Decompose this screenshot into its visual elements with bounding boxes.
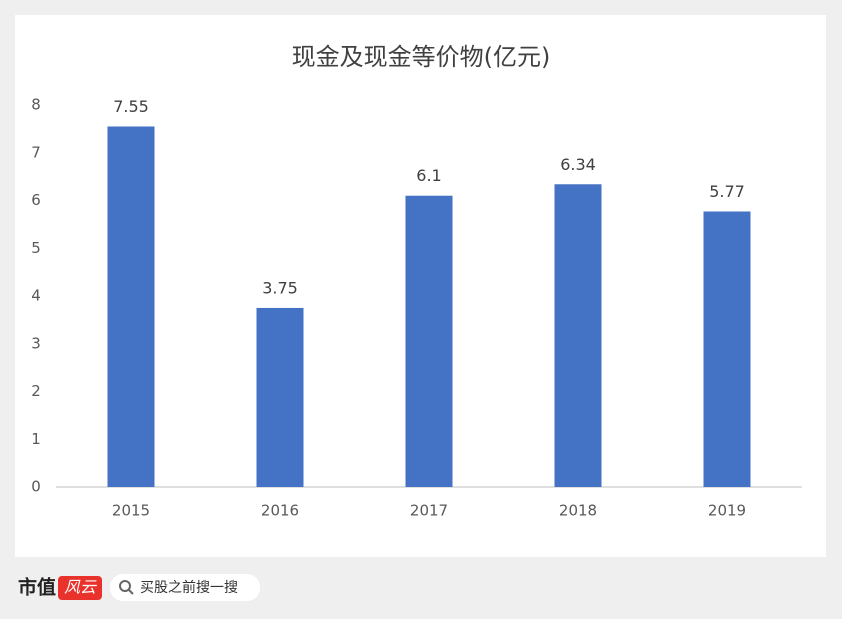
y-tick-label: 1 — [31, 430, 41, 448]
x-tick-label: 2019 — [708, 502, 746, 520]
bar — [554, 184, 602, 487]
y-tick-label: 5 — [31, 239, 41, 257]
search-text: 买股之前搜一搜 — [140, 579, 238, 596]
data-label: 3.75 — [262, 278, 298, 297]
bar — [256, 307, 304, 487]
footer-badge: 风云 — [64, 578, 98, 597]
y-tick-label: 2 — [31, 382, 41, 400]
x-tick-label: 2018 — [559, 502, 597, 520]
chart-title: 现金及现金等价物(亿元) — [292, 43, 551, 71]
x-tick-label: 2015 — [112, 502, 150, 520]
y-tick-label: 0 — [31, 478, 41, 496]
footer-badge-bg — [58, 576, 102, 600]
search-box[interactable] — [110, 574, 260, 601]
data-label: 6.34 — [560, 155, 596, 174]
y-tick-label: 3 — [31, 334, 41, 352]
y-tick-label: 8 — [31, 96, 41, 114]
footer-logo: 市值 — [18, 576, 56, 599]
x-tick-label: 2017 — [410, 502, 448, 520]
x-tick-label: 2016 — [261, 502, 299, 520]
search-icon — [119, 580, 131, 592]
y-tick-label: 7 — [31, 143, 41, 161]
y-tick-label: 6 — [31, 191, 41, 209]
bar — [107, 126, 155, 488]
bar — [703, 211, 751, 488]
bar — [405, 195, 453, 487]
data-label: 5.77 — [709, 182, 745, 201]
data-label: 6.1 — [416, 166, 441, 185]
y-tick-label: 4 — [31, 287, 41, 305]
search-icon-handle — [128, 589, 134, 595]
data-label: 7.55 — [113, 97, 149, 116]
